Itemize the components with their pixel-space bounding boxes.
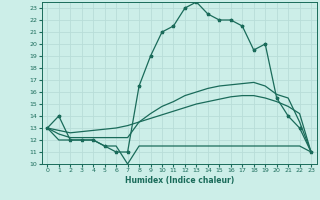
X-axis label: Humidex (Indice chaleur): Humidex (Indice chaleur) [124,176,234,185]
